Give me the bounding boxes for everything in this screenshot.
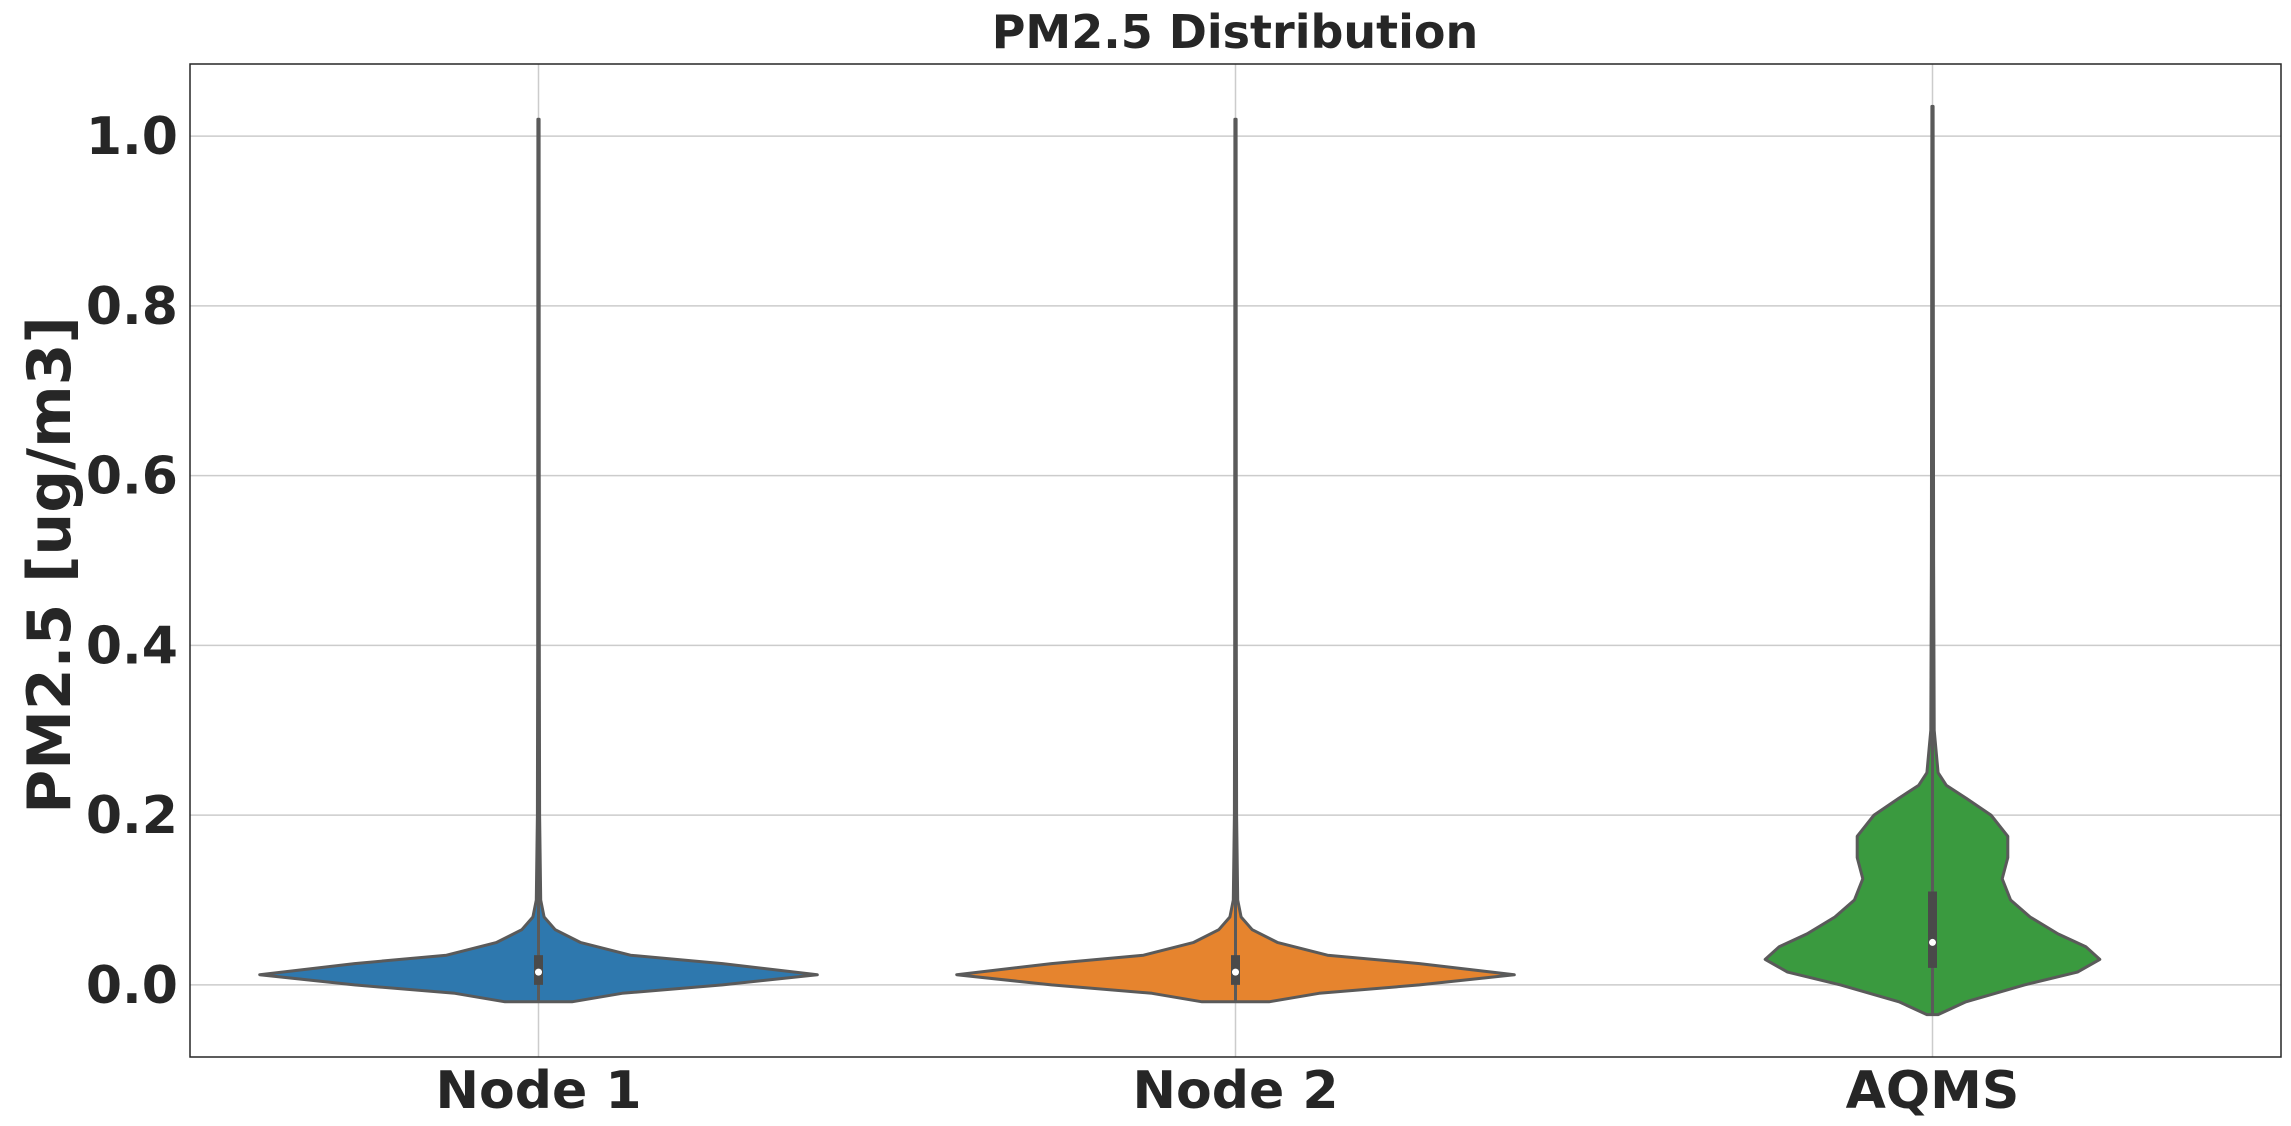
violin-iqr-box — [1928, 891, 1937, 968]
y-axis-label: PM2.5 [ug/m3] — [15, 316, 85, 814]
y-tick-label: 0.8 — [86, 277, 178, 337]
plot-frame — [189, 63, 2282, 1058]
y-tick-label: 0.2 — [86, 786, 178, 846]
x-tick-label: AQMS — [1846, 1061, 2020, 1121]
x-tick-label: Node 1 — [435, 1061, 641, 1121]
y-tick-label: 1.0 — [86, 107, 178, 167]
violin-median-dot — [1929, 938, 1936, 946]
y-tick-label: 0.6 — [86, 447, 178, 507]
x-tick-labels: Node 1 Node 2 AQMS — [435, 1061, 2019, 1121]
chart-title: PM2.5 Distribution — [992, 5, 1479, 59]
violin-median-dot — [535, 968, 542, 976]
violins — [258, 104, 2102, 1017]
y-tick-labels: 0.0 0.2 0.4 0.6 0.8 1.0 — [86, 107, 178, 1016]
violin-median-dot — [1232, 968, 1239, 976]
x-tick-label: Node 2 — [1132, 1061, 1338, 1121]
y-tick-label: 0.0 — [86, 956, 178, 1016]
y-tick-label: 0.4 — [86, 616, 178, 676]
